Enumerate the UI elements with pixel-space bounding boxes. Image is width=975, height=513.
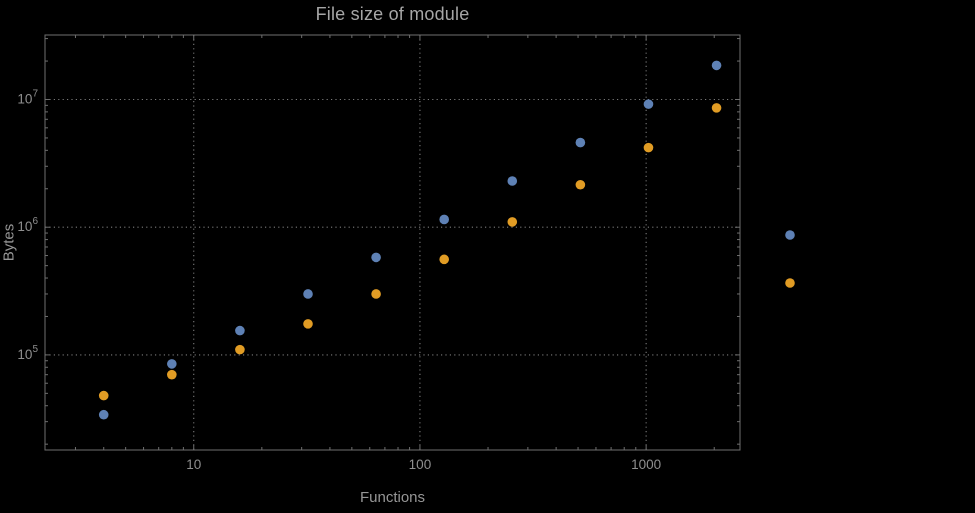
data-point-series-2	[235, 344, 245, 355]
data-point-series-2	[575, 179, 586, 190]
data-point-series-1	[439, 214, 449, 225]
data-point-series-2	[303, 319, 313, 329]
tick-label-y: 107	[17, 89, 38, 107]
data-point-series-1	[235, 325, 245, 336]
tick-label-y: 105	[17, 344, 38, 362]
data-point-series-2	[643, 142, 654, 153]
legend-marker-1	[785, 230, 795, 240]
data-point-series-2	[439, 254, 449, 265]
data-point-series-1	[371, 252, 381, 263]
tick-label-x: 1000	[631, 457, 661, 472]
y-axis-label: Bytes	[0, 223, 18, 262]
data-point-series-2	[371, 289, 381, 299]
data-point-series-1	[303, 289, 313, 299]
data-point-series-1	[711, 60, 722, 71]
data-point-series-2	[711, 103, 722, 113]
tick-label-x: 10	[186, 457, 201, 472]
tick-label-y: 106	[17, 216, 38, 234]
data-point-series-1	[643, 99, 654, 109]
data-point-series-1	[98, 409, 109, 420]
data-point-series-1	[167, 359, 177, 369]
tick-label-x: 100	[409, 457, 432, 472]
x-axis-label: Functions	[359, 489, 426, 506]
data-point-series-2	[98, 390, 109, 401]
legend-marker-2	[785, 278, 795, 288]
plot-frame	[44, 34, 741, 451]
data-point-series-2	[167, 369, 177, 380]
data-point-series-1	[575, 137, 586, 148]
chart-title: File size of module	[315, 4, 470, 24]
data-point-series-2	[507, 217, 518, 227]
data-point-series-1	[507, 176, 518, 186]
